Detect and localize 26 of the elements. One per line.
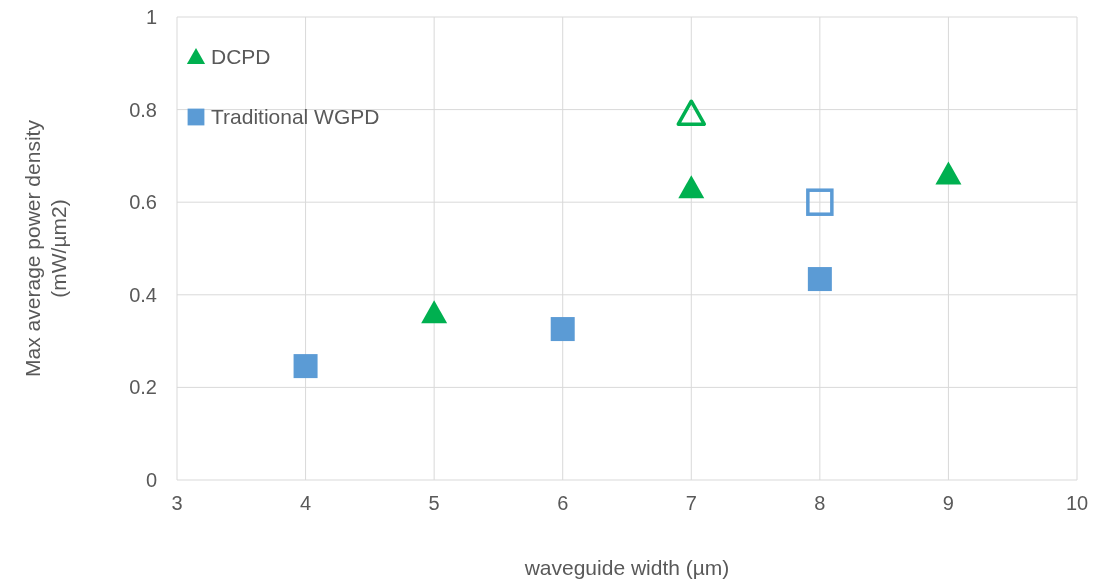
point (807, 267, 832, 292)
x-axis-title: waveguide width (µm) (523, 556, 730, 579)
point (678, 175, 705, 199)
y-tick-label: 1 (145, 6, 157, 28)
y-tick-label: 0.6 (129, 191, 157, 214)
point (806, 188, 834, 216)
point (935, 161, 962, 185)
x-tick-label: 7 (685, 492, 697, 514)
x-tick-label: 4 (300, 492, 312, 514)
x-tick-label: 10 (1065, 492, 1089, 514)
legend-label: Traditional WGPD (211, 105, 380, 128)
x-tick-label: 5 (428, 492, 440, 514)
y-tick-label: 0.4 (129, 283, 157, 306)
point (421, 300, 448, 324)
point (676, 99, 707, 126)
x-tick-label: 8 (814, 492, 826, 514)
point (550, 317, 575, 342)
x-tick-label: 6 (557, 492, 569, 514)
point (293, 354, 318, 379)
x-tick-label: 9 (942, 492, 954, 514)
y-tick-label: 0 (145, 469, 157, 491)
y-tick-label: 0.2 (129, 376, 157, 399)
x-tick-label: 3 (171, 492, 183, 514)
y-tick-label: 0.8 (129, 98, 157, 121)
y-axis-title: Max average power density (mW/µm2) (21, 119, 70, 377)
legend-label: DCPD (211, 45, 271, 68)
